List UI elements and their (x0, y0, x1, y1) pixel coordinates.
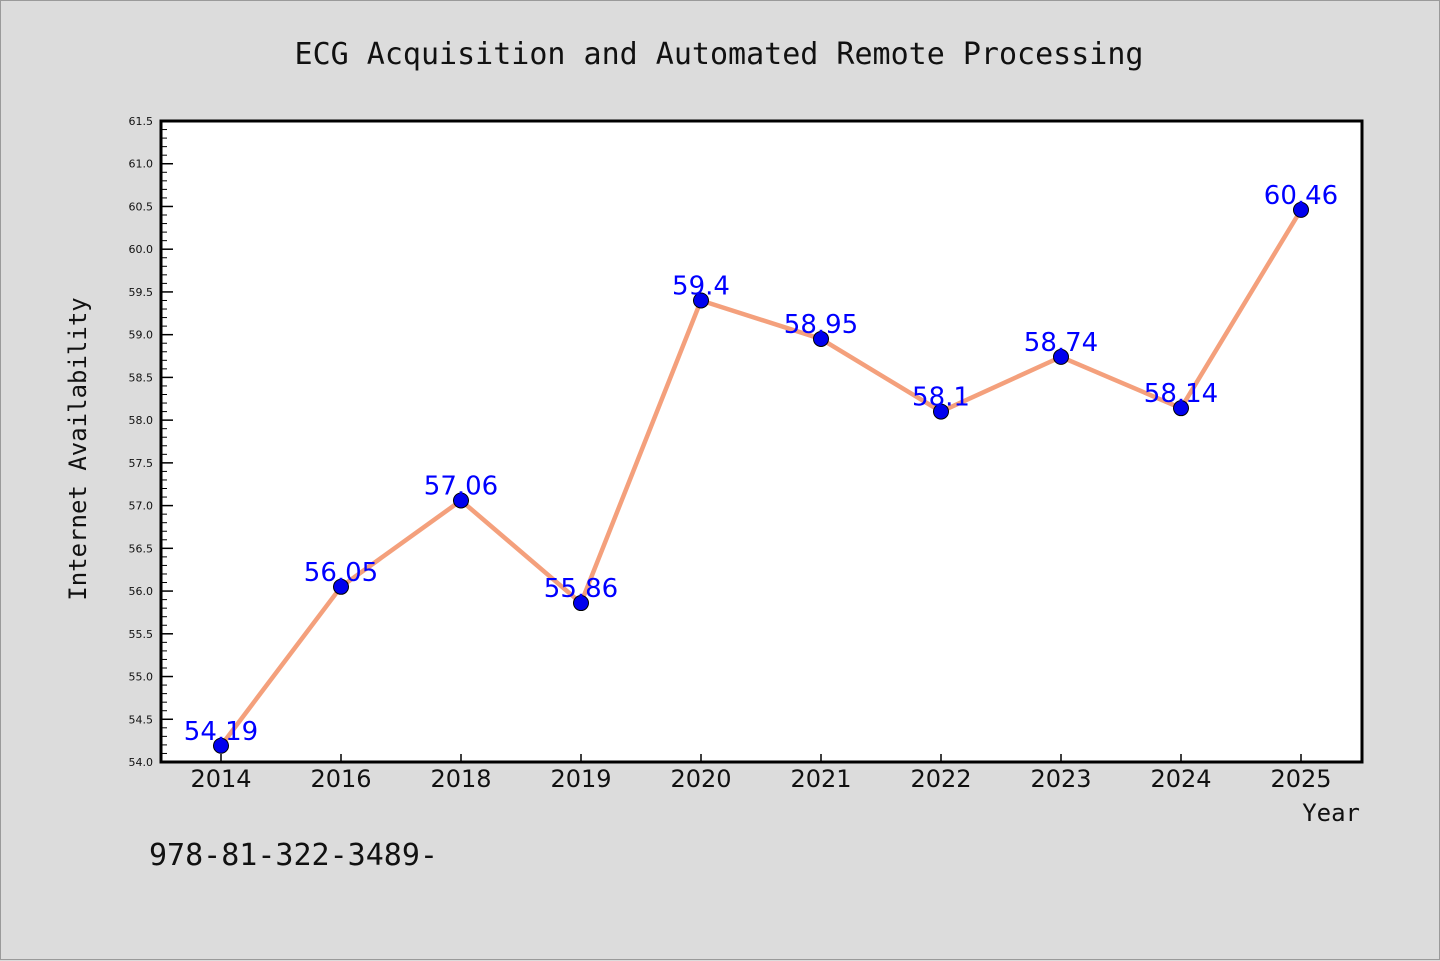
data-label: 56.05 (304, 558, 378, 588)
data-point (1173, 400, 1189, 417)
data-label: 55.86 (544, 574, 618, 604)
y-tick-label: 59.0 (129, 329, 154, 342)
y-tick-label: 54.5 (129, 713, 154, 726)
data-point (333, 578, 349, 595)
x-tick-label: 2021 (790, 765, 851, 793)
data-label: 58.95 (784, 310, 858, 340)
x-tick-label: 2024 (1150, 765, 1211, 793)
data-point (1053, 348, 1069, 365)
data-labels: 54.19 56.05 57.06 55.86 59.4 58.95 58.1 58.74 58… (184, 181, 1338, 747)
data-label: 60.46 (1264, 181, 1338, 211)
series-line (219, 208, 1303, 748)
y-tick-label: 57.5 (129, 457, 154, 470)
y-tick-label: 55.5 (129, 628, 154, 641)
x-tick-label: 2025 (1270, 765, 1331, 793)
chart-title: ECG Acquisition and Automated Remote Pro… (295, 37, 1144, 72)
x-tick-label: 2018 (430, 765, 491, 793)
y-axis-title: Internet Availability (64, 297, 92, 600)
x-tick-label: 2022 (910, 765, 971, 793)
x-tick-label: 2020 (670, 765, 731, 793)
y-tick-label: 56.5 (129, 542, 154, 555)
data-label: 59.4 (672, 271, 730, 301)
data-point (213, 737, 229, 754)
y-tick-label: 60.0 (129, 243, 154, 256)
plot-area (159, 119, 1364, 764)
y-tick-label: 61.5 (129, 115, 154, 128)
data-label: 58.74 (1024, 328, 1098, 358)
y-tick-label: 58.5 (129, 371, 154, 384)
data-point (453, 492, 469, 509)
x-axis-title: Year (1302, 799, 1360, 827)
y-tick-label: 55.0 (129, 671, 154, 684)
data-point (1293, 201, 1309, 218)
data-point (573, 595, 589, 612)
y-tick-label: 57.0 (129, 500, 154, 513)
y-tick-label: 60.5 (129, 200, 154, 213)
data-point (693, 292, 709, 309)
data-label: 58.1 (912, 383, 970, 413)
x-tick-label: 2019 (550, 765, 611, 793)
data-label: 57.06 (424, 471, 498, 501)
y-tick-label: 54.0 (129, 756, 154, 769)
data-label: 54.19 (184, 717, 258, 747)
x-tick-label: 2016 (310, 765, 371, 793)
series (213, 201, 1309, 754)
data-label: 58.14 (1144, 379, 1218, 409)
x-tick-label: 2023 (1030, 765, 1091, 793)
x-axis: 2014 2016 2018 2019 2020 2021 2022 2023 2024 2025 (190, 754, 1332, 793)
data-point (933, 403, 949, 420)
y-axis: 54.0 54.5 55.0 55.5 56.0 56.5 57.0 57.5 58.0 58.5… (129, 115, 173, 769)
footer-text: 978-81-322-3489- (149, 838, 438, 873)
data-point (813, 330, 829, 347)
y-tick-label: 59.5 (129, 286, 154, 299)
x-tick-label: 2014 (190, 765, 251, 793)
y-tick-label: 58.0 (129, 414, 154, 427)
y-tick-label: 61.0 (129, 158, 154, 171)
y-tick-label: 56.0 (129, 585, 154, 598)
